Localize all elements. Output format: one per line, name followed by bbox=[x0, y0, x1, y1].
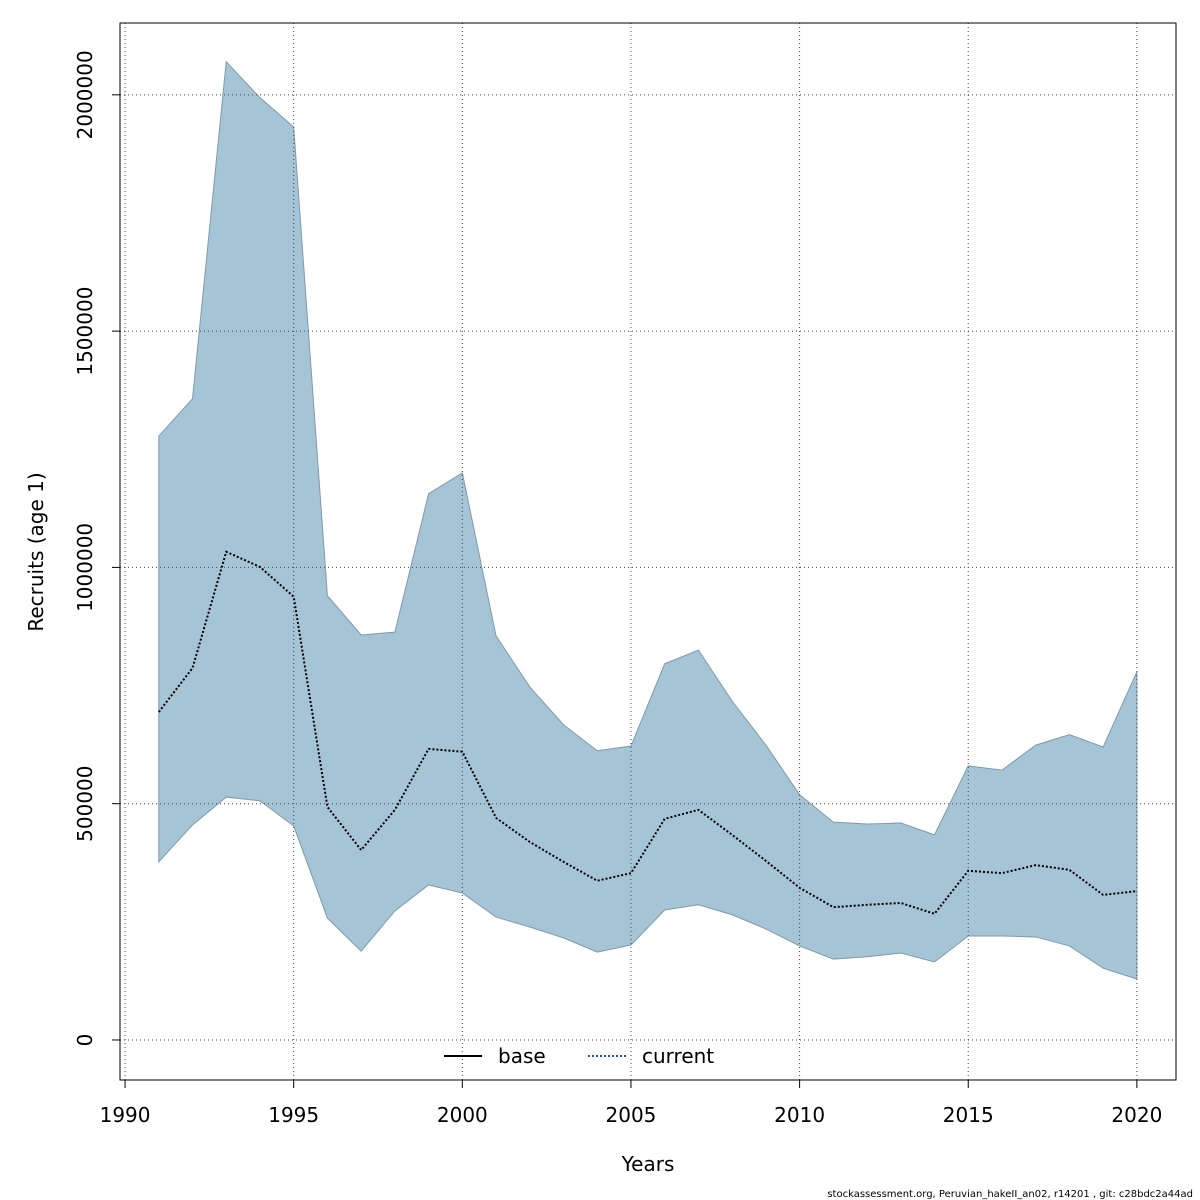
x-tick-label: 2020 bbox=[1111, 1103, 1162, 1127]
x-tick-label: 2010 bbox=[774, 1103, 825, 1127]
footer: stockassessment.org, Peruvian_hakeII_an0… bbox=[827, 1189, 1193, 1200]
x-tick-label: 2005 bbox=[606, 1103, 657, 1127]
y-tick-label: 1000000 bbox=[73, 523, 97, 612]
x-axis-label: Years bbox=[621, 1152, 675, 1176]
x-tick-label: 2000 bbox=[437, 1103, 488, 1127]
y-tick-label: 1500000 bbox=[73, 287, 97, 376]
y-tick-label: 0 bbox=[73, 1034, 97, 1047]
y-tick-label: 500000 bbox=[73, 766, 97, 842]
confidence-band bbox=[158, 60, 1138, 980]
legend-label: base bbox=[498, 1044, 546, 1068]
x-tick-label: 1990 bbox=[100, 1103, 151, 1127]
x-tick-label: 2015 bbox=[943, 1103, 994, 1127]
x-tick-label: 1995 bbox=[268, 1103, 319, 1127]
legend-label: current bbox=[642, 1044, 714, 1068]
plot-frame bbox=[119, 22, 1177, 1081]
y-axis-label: Recruits (age 1) bbox=[24, 472, 48, 631]
y-tick-label: 2000000 bbox=[73, 50, 97, 139]
